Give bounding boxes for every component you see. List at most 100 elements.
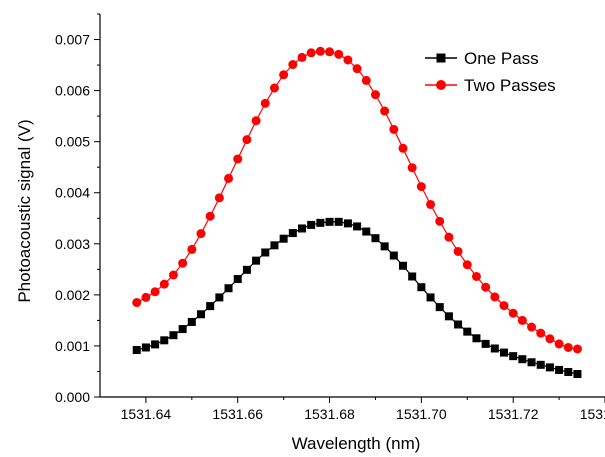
y-tick-label: 0.006 (55, 83, 90, 99)
data-point (370, 90, 380, 100)
data-point (399, 261, 407, 270)
data-point (224, 173, 234, 183)
data-point (334, 217, 343, 226)
x-tick-label: 1531.64 (121, 406, 172, 422)
data-point (196, 229, 206, 239)
data-point (306, 48, 316, 58)
data-point (187, 317, 196, 326)
legend: One Pass Two Passes (425, 49, 556, 95)
y-tick-label: 0.002 (55, 287, 90, 303)
data-point (298, 224, 306, 233)
data-point (536, 328, 546, 338)
data-point (242, 265, 251, 274)
data-point (205, 211, 215, 221)
data-point (454, 320, 463, 329)
data-point (160, 336, 169, 345)
data-point (334, 49, 344, 59)
data-point (169, 331, 178, 340)
data-point (545, 363, 554, 372)
data-point (233, 275, 242, 284)
x-tick-label: 1531.74 (580, 406, 605, 422)
data-point (555, 365, 564, 374)
data-point (279, 70, 289, 80)
series-two-passes (132, 46, 582, 354)
data-point (508, 308, 518, 318)
series-line (136, 50, 578, 350)
data-point (132, 346, 141, 355)
legend-marker (436, 80, 446, 90)
data-point (389, 251, 398, 260)
data-point (380, 242, 389, 251)
x-tick-label: 1531.66 (212, 406, 263, 422)
data-point (178, 258, 188, 268)
x-tick-label: 1531.72 (488, 406, 539, 422)
data-point (279, 234, 288, 243)
data-point (527, 358, 536, 367)
data-point (472, 334, 481, 343)
legend-item: One Pass (425, 49, 539, 68)
data-point (426, 199, 436, 209)
data-point (490, 344, 499, 353)
y-tick-label: 0.005 (55, 134, 90, 150)
data-point (178, 325, 187, 334)
data-point (407, 163, 417, 173)
data-point (343, 55, 353, 65)
data-point (527, 322, 537, 332)
data-point (197, 310, 205, 319)
data-point (270, 241, 279, 250)
data-point (500, 348, 508, 357)
data-point (426, 293, 435, 302)
data-point (435, 303, 444, 312)
data-point (453, 246, 463, 256)
data-point (481, 282, 491, 292)
data-point (554, 339, 564, 349)
data-point (380, 106, 390, 116)
data-point (463, 327, 472, 336)
data-point (141, 292, 151, 302)
legend-item: Two Passes (425, 76, 556, 95)
data-point (261, 248, 270, 257)
y-axis-title: Photoacoustic signal (V) (15, 119, 34, 302)
data-point (499, 301, 509, 311)
y-tick-label: 0.000 (55, 389, 90, 405)
data-point (297, 52, 307, 62)
y-tick-label: 0.004 (55, 185, 90, 201)
data-point (564, 367, 573, 376)
data-point (518, 355, 527, 364)
data-point (389, 124, 399, 134)
series-layer (132, 46, 582, 379)
data-point (168, 270, 178, 280)
data-point (444, 232, 454, 242)
data-point (325, 217, 334, 226)
data-point (362, 227, 371, 236)
data-point (150, 287, 160, 297)
data-point (481, 339, 490, 348)
series-one-pass (132, 217, 582, 379)
data-point (233, 154, 243, 164)
data-point (132, 298, 142, 308)
data-point (159, 279, 169, 289)
data-point (545, 334, 555, 344)
data-point (417, 283, 426, 292)
data-point (251, 116, 261, 126)
data-point (260, 98, 270, 108)
legend-label: Two Passes (464, 76, 556, 95)
data-point (509, 352, 518, 361)
data-point (490, 292, 500, 302)
data-point (269, 83, 279, 93)
data-point (572, 344, 582, 354)
data-point (408, 272, 417, 281)
data-point (343, 219, 352, 228)
legend-label: One Pass (464, 49, 539, 68)
data-point (353, 222, 362, 231)
y-tick-label: 0.003 (55, 236, 90, 252)
data-point (151, 340, 160, 349)
y-tick-label: 0.001 (55, 338, 90, 354)
data-point (462, 260, 472, 270)
data-point (288, 60, 298, 70)
data-point (536, 360, 545, 369)
series-line (136, 221, 578, 375)
data-point (563, 342, 573, 352)
data-point (398, 143, 408, 153)
